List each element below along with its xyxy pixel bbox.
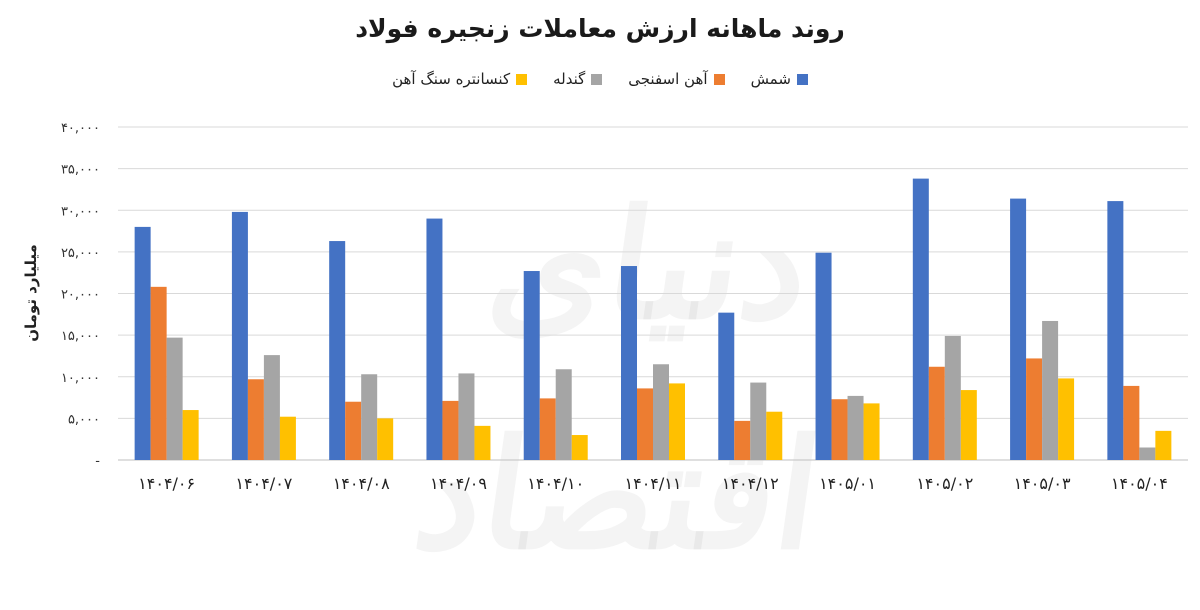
- legend-label: آهن اسفنجی: [628, 70, 708, 88]
- bar: [718, 312, 735, 460]
- bar: [279, 416, 296, 460]
- y-tick-label: -: [95, 454, 100, 469]
- bar: [1026, 358, 1043, 460]
- bar: [555, 369, 572, 460]
- x-tick-label: ۱۴۰۵/۰۲: [916, 474, 973, 493]
- x-tick-label: ۱۴۰۵/۰۴: [1111, 474, 1168, 493]
- bar: [750, 382, 767, 460]
- bar: [621, 266, 637, 460]
- bar: [458, 373, 475, 460]
- bar: [1107, 201, 1124, 460]
- legend-item: گندله: [553, 70, 603, 88]
- legend: شمش آهن اسفنجی گندله کنسانتره سنگ آهن: [0, 70, 1200, 88]
- bar: [1042, 320, 1059, 460]
- bar: [474, 425, 491, 460]
- chart-title: روند ماهانه ارزش معاملات زنجیره فولاد: [355, 14, 845, 43]
- bar: [766, 411, 783, 460]
- bar: [653, 364, 669, 460]
- bar: [1010, 198, 1027, 460]
- x-tick-label: ۱۴۰۴/۱۲: [722, 474, 779, 493]
- bar: [1155, 430, 1172, 460]
- legend-label: کنسانتره سنگ آهن: [392, 70, 511, 88]
- legend-label: شمش: [750, 70, 791, 88]
- bar: [1123, 385, 1140, 460]
- bar: [928, 366, 945, 460]
- bar: [912, 178, 929, 461]
- x-tick-label: ۱۴۰۵/۰۱: [819, 474, 876, 493]
- bar: [150, 286, 167, 460]
- x-tick-label: ۱۴۰۴/۰۹: [430, 474, 487, 493]
- y-tick-label: ۲۰,۰۰۰: [61, 288, 100, 303]
- legend-label: گندله: [553, 70, 586, 88]
- bar: [329, 241, 346, 460]
- bar: [1139, 447, 1156, 460]
- bar: [1058, 378, 1075, 460]
- legend-swatch: [516, 73, 528, 85]
- legend-item: آهن اسفنجی: [628, 70, 725, 88]
- bar: [539, 398, 556, 460]
- bar: [263, 355, 280, 460]
- legend-swatch: [713, 73, 725, 85]
- x-tick-label: ۱۴۰۴/۱۰: [527, 474, 584, 493]
- bar: [442, 400, 459, 460]
- bar: [426, 218, 443, 460]
- legend-swatch: [796, 73, 808, 85]
- bar: [523, 271, 540, 460]
- bar: [669, 383, 685, 460]
- x-tick-label: ۱۴۰۴/۰۷: [235, 474, 292, 493]
- bar: [182, 410, 199, 460]
- y-tick-label: ۱۰,۰۰۰: [61, 371, 100, 386]
- x-tick-label: ۱۴۰۵/۰۳: [1014, 474, 1071, 493]
- bar: [815, 252, 832, 460]
- x-tick-label: ۱۴۰۴/۰۸: [333, 474, 390, 493]
- y-tick-label: ۳۵,۰۰۰: [61, 163, 100, 178]
- y-tick-label: ۲۵,۰۰۰: [61, 246, 100, 261]
- bar: [571, 435, 588, 460]
- bar: [345, 401, 362, 460]
- bar: [944, 335, 961, 460]
- bar: [166, 337, 183, 460]
- bar: [831, 399, 848, 460]
- bar: [361, 374, 378, 460]
- bar: [247, 379, 264, 460]
- chart-plot: - ۵,۰۰۰ ۱۰,۰۰۰ ۱۵,۰۰۰ ۲۰,۰۰۰ ۲۵,۰۰۰ ۳۰,۰۰۰ ۳۵,۰…: [61, 121, 1188, 493]
- legend-item: شمش: [751, 70, 808, 88]
- bar: [863, 403, 880, 460]
- y-tick-label: ۴۰,۰۰۰: [61, 121, 100, 136]
- y-tick-label: ۵,۰۰۰: [68, 412, 100, 427]
- bar: [734, 420, 751, 460]
- x-tick-label: ۱۴۰۴/۱۱: [625, 474, 682, 493]
- bar: [134, 226, 151, 460]
- bar: [960, 390, 977, 460]
- y-tick-label: ۳۰,۰۰۰: [61, 204, 100, 219]
- legend-swatch: [591, 73, 603, 85]
- x-tick-label: ۱۴۰۴/۰۶: [138, 474, 195, 493]
- bar: [377, 418, 394, 460]
- y-tick-label: ۱۵,۰۰۰: [61, 329, 100, 344]
- legend-item: کنسانتره سنگ آهن: [392, 70, 528, 88]
- bar: [231, 211, 248, 460]
- bar: [637, 388, 653, 460]
- bar: [847, 395, 864, 460]
